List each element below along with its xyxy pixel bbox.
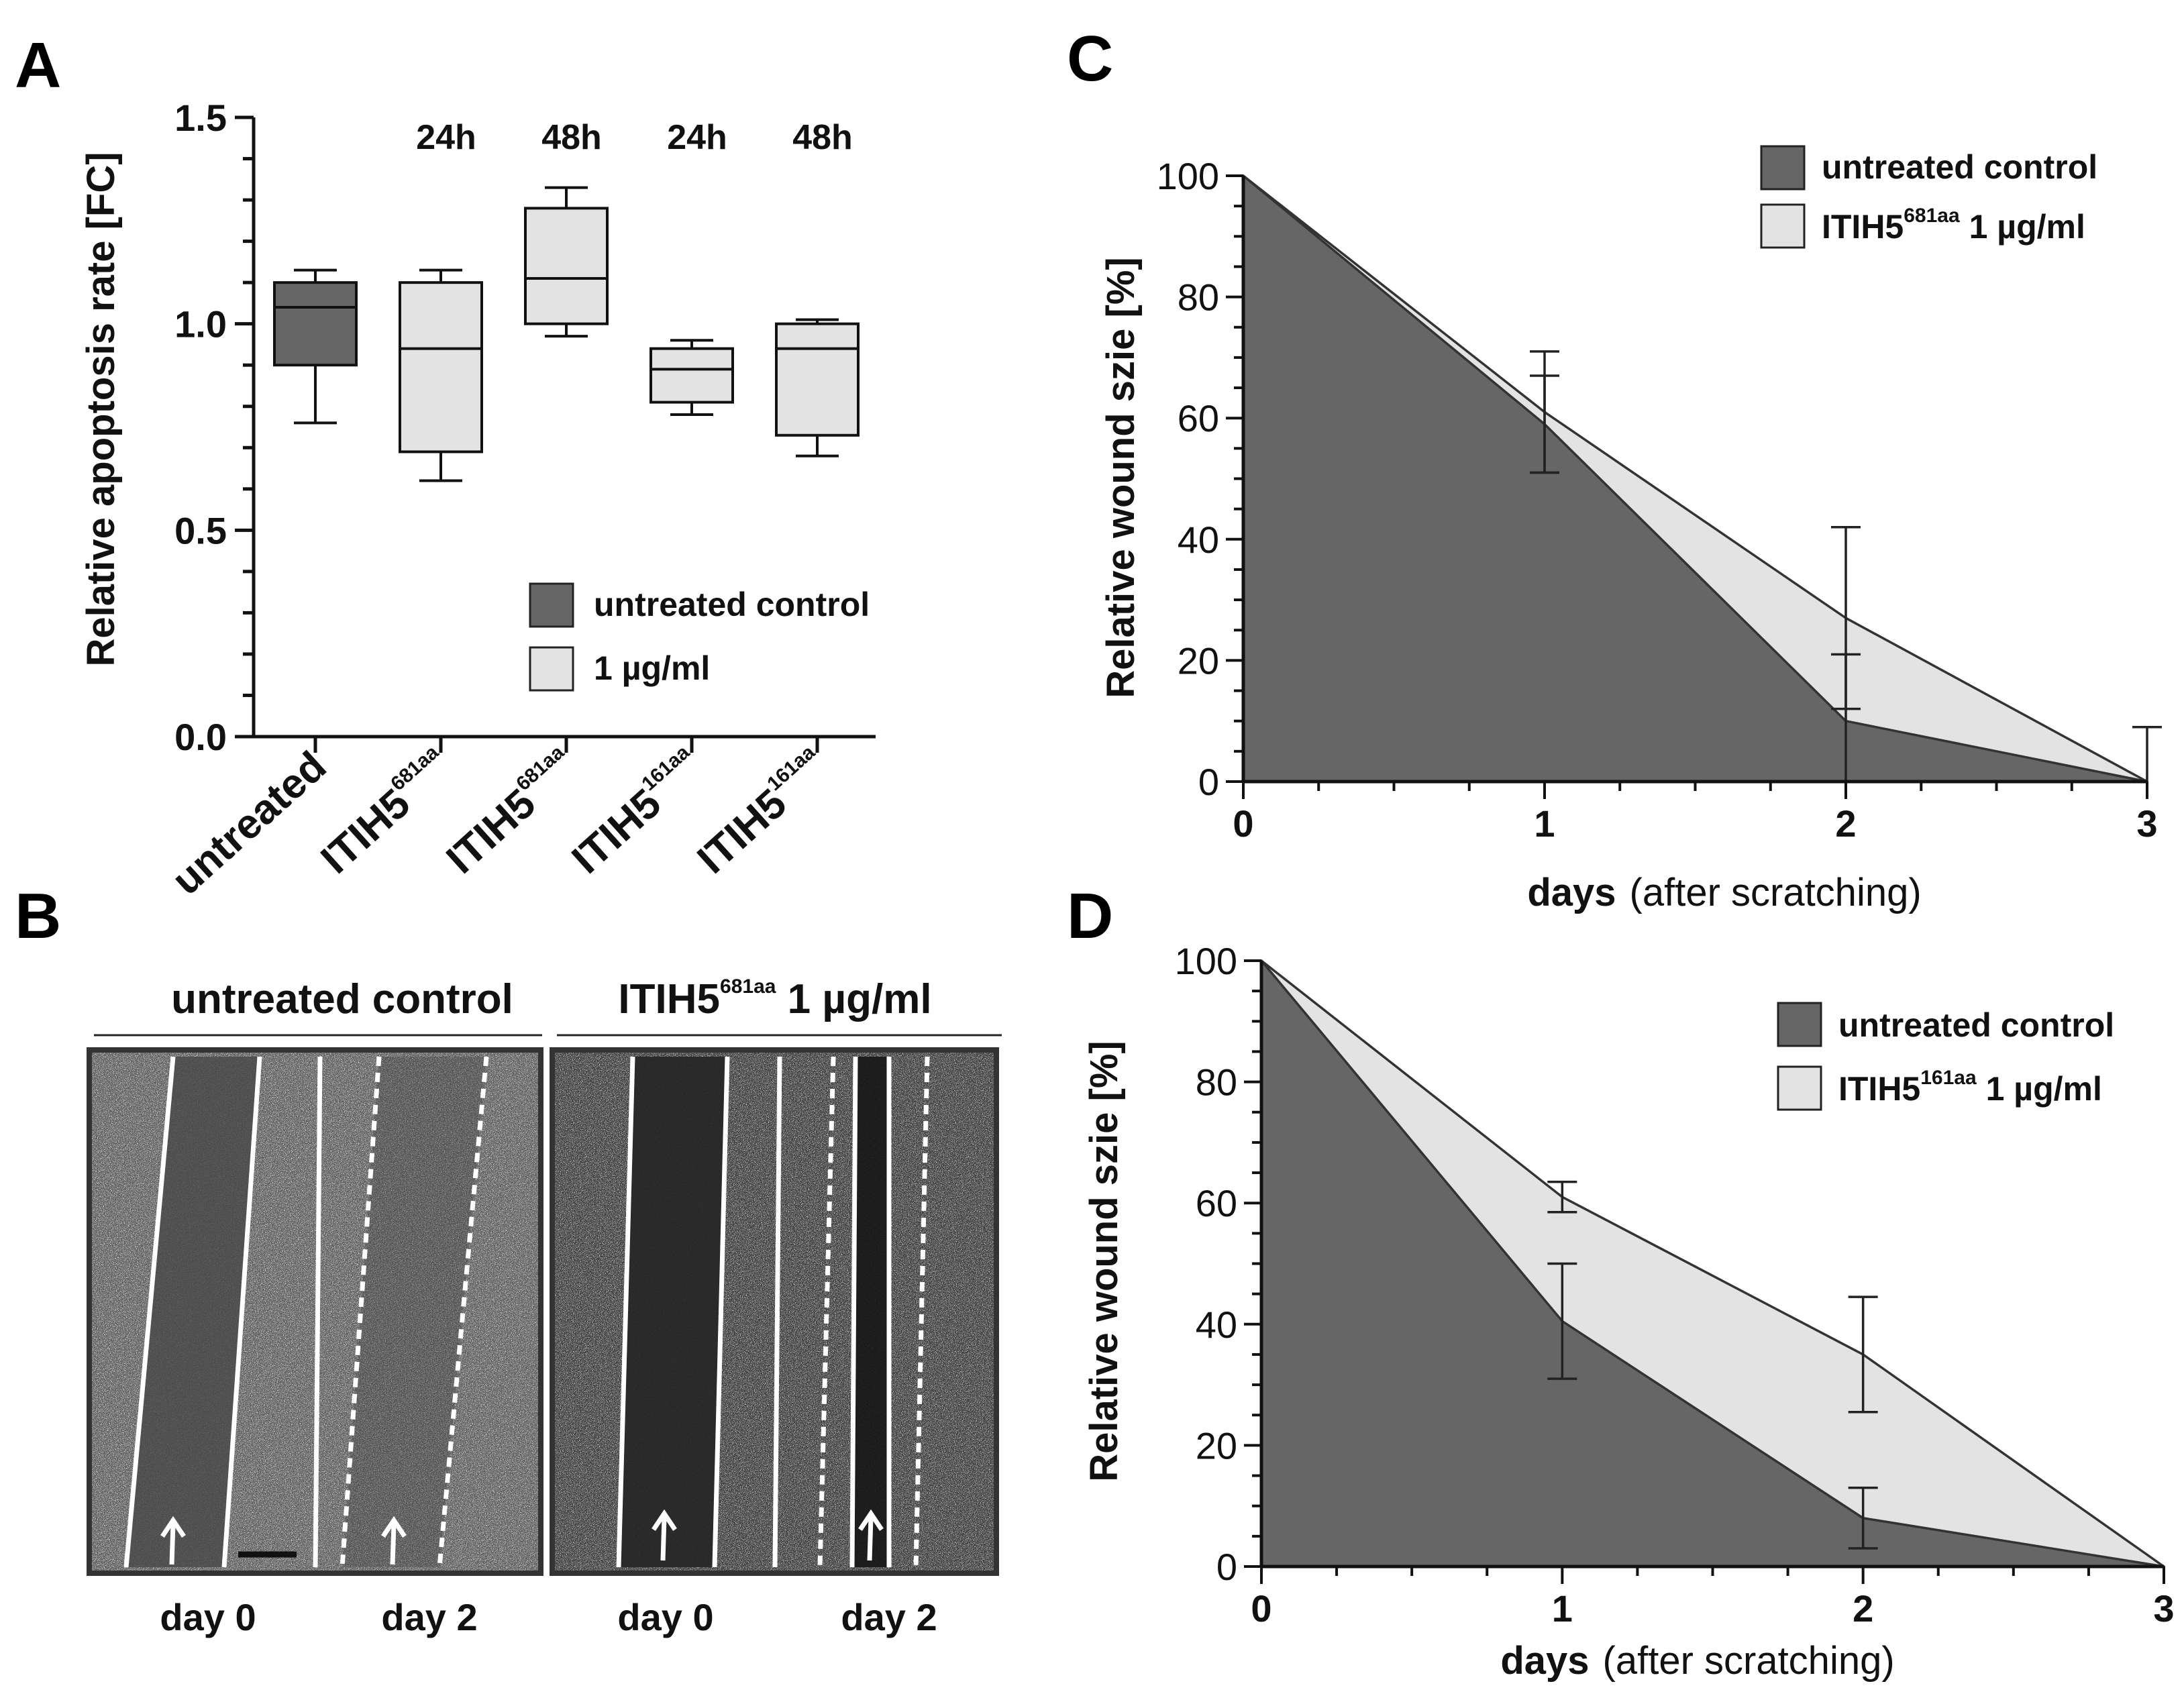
wound-d-x-axis-title: days (after scratching) [1500,1639,1894,1683]
day-label-left-0: day 0 [160,1596,256,1638]
category-label: ITIH5161aa [562,741,712,883]
x-tick-label: 2 [1835,802,1856,845]
panel-label-b: B [15,880,61,952]
y-tick-label: 80 [1196,1061,1237,1104]
y-tick-label: 0 [1198,761,1219,803]
legend-label-untreated: untreated control [1822,148,2097,186]
wound-d-plot: 0 20 40 60 80 100 0 1 2 3 [1175,940,2175,1630]
x-tick-label: 1 [1552,1587,1573,1630]
apoptosis-y-ticks: 0.0 0.5 1.0 1.5 [174,97,254,758]
panel-b: B untreated control ITIH5681aa 1 µg/ml [15,880,1002,1638]
panel-label-a: A [15,30,61,101]
y-tick-label: 0 [1216,1546,1237,1588]
legend-label-itih5-681aa: ITIH5681aa 1 µg/ml [1822,205,2085,246]
wound-gap-day0 [126,1057,260,1567]
wound-d-legend: untreated control ITIH5161aa 1 µg/ml [1777,1002,2114,1111]
legend-swatch-dark [529,582,574,628]
wound-c-x-axis-title: days (after scratching) [1527,871,1921,914]
day-label-left-2: day 2 [381,1596,477,1638]
day-label-right-2: day 2 [841,1596,937,1638]
box-body [775,322,860,437]
y-tick-label: 1.5 [174,97,227,139]
time-label: 24h [667,118,727,157]
time-label: 48h [541,118,602,157]
category-label: ITIH5681aa [437,741,586,883]
box-1 [399,268,483,482]
legend-swatch-light [1777,1065,1822,1111]
y-tick-label: 100 [1157,155,1219,197]
x-tick-label: 0 [1233,802,1253,845]
box-body [273,281,358,367]
y-tick-label: 20 [1196,1424,1237,1467]
x-tick-label: 0 [1251,1587,1271,1630]
micrograph-left-title: untreated control [171,976,513,1022]
y-tick-label: 40 [1196,1304,1237,1346]
category-label: ITIH5161aa [688,741,837,883]
box-body [649,347,734,404]
y-tick-label: 0.5 [174,509,227,551]
micrograph-right-title: ITIH5681aa 1 µg/ml [618,975,931,1022]
wound-c-y-axis-title: Relative wound szie [%] [1099,257,1143,698]
wound-c-legend: untreated control ITIH5681aa 1 µg/ml [1760,145,2097,249]
y-tick-label: 0.0 [174,716,227,758]
legend-swatch-dark [1760,145,1806,191]
apoptosis-y-axis-title: Relative apoptosis rate [FC] [79,152,123,666]
y-tick-label: 60 [1178,397,1219,439]
box-body [399,281,483,454]
time-label: 48h [792,118,853,157]
panel-c: C Relative wound szie [%] 0 20 40 60 80 100 0 1… [1067,23,2162,914]
legend-label-untreated: untreated control [1838,1006,2114,1044]
y-tick-label: 100 [1175,940,1237,982]
category-label: ITIH5681aa [311,741,461,883]
box-0 [273,268,358,425]
apoptosis-legend: untreated control 1 µg/ml [529,582,870,692]
y-tick-label: 60 [1196,1182,1237,1224]
x-tick-label: 2 [1853,1587,1873,1630]
wound-gap-day2 [342,1057,486,1567]
apoptosis-axes [252,117,876,753]
wound-d-y-axis-title: Relative wound szie [%] [1082,1041,1126,1481]
box-3 [649,339,734,417]
y-tick-label: 40 [1178,519,1219,561]
arrow-icon [160,1516,186,1565]
legend-swatch-light [529,646,574,692]
y-tick-label: 1.0 [174,303,227,346]
y-tick-label: 20 [1178,639,1219,682]
legend-label-untreated: untreated control [594,586,870,623]
time-label: 24h [416,118,476,157]
apoptosis-category-labels: untreatedITIH5681aaITIH5681aaITIH5161aaI… [163,741,837,904]
category-label: untreated [163,743,335,904]
legend-label-itih5-161aa: ITIH5161aa 1 µg/ml [1838,1067,2102,1108]
micrograph-untreated [87,1047,543,1576]
panel-a: A Relative apoptosis rate [FC] 0.0 0.5 1.0… [15,30,876,904]
arrow-icon [381,1516,407,1565]
legend-swatch-dark [1777,1002,1822,1047]
area-series-1 [1242,174,2148,783]
panel-label-c: C [1067,23,1113,95]
wound-c-plot: 0 20 40 60 80 100 0 1 2 3 [1157,155,2162,845]
legend-swatch-light [1760,203,1806,249]
day-label-right-0: day 0 [617,1596,713,1638]
x-tick-label: 1 [1534,802,1555,845]
apoptosis-time-labels: 24h 48h 24h 48h [416,118,853,157]
y-tick-label: 80 [1178,276,1219,319]
wound-gap-day2 [852,1057,889,1567]
box-4 [775,318,860,458]
panel-label-d: D [1067,880,1113,952]
arrow-icon [858,1509,884,1561]
legend-label-treated: 1 µg/ml [594,649,710,687]
apoptosis-boxes [273,186,860,482]
x-tick-label: 3 [2153,1587,2174,1630]
arrow-icon [652,1509,677,1561]
wound-gap-day0 [619,1057,727,1567]
micrograph-itih5-681aa [550,1047,999,1576]
panel-d: D Relative wound szie [%] 0 20 40 60 80 100 0 1… [1067,880,2175,1683]
box-2 [524,186,609,338]
x-tick-label: 3 [2136,802,2157,845]
box-body [524,207,609,325]
